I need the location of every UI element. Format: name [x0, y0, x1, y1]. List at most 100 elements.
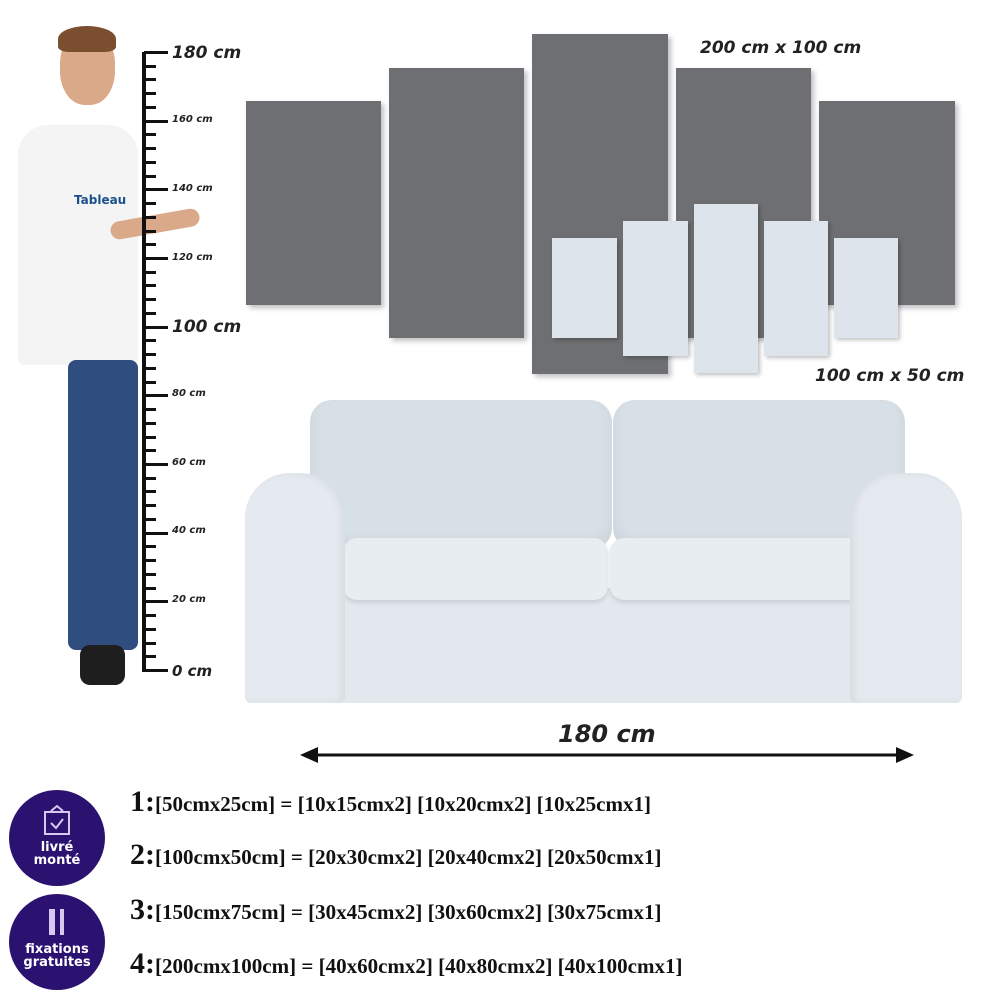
- ruler-tick: [144, 476, 156, 480]
- sofa: [245, 398, 963, 708]
- sofa-seat-cushion: [343, 538, 608, 600]
- ruler-tick: [144, 257, 168, 260]
- small-panel: [623, 221, 688, 356]
- person-shoes: [80, 645, 125, 685]
- ruler-tick: [144, 160, 156, 164]
- large-panel: [246, 101, 381, 305]
- ruler-tick: [144, 119, 168, 123]
- ruler-tick: [144, 517, 156, 521]
- ruler-tick: [144, 641, 156, 645]
- ruler-label: 180 cm: [172, 43, 242, 63]
- ruler-tick: [144, 92, 156, 96]
- shirt-logo: Tableau: [74, 193, 127, 207]
- ruler-tick: [144, 504, 156, 508]
- small-size-label: 100 cm x 50 cm: [815, 366, 965, 386]
- sofa-seat-cushion: [610, 538, 865, 600]
- size-text: [200cmx100cm] = [40x60cmx2] [40x80cmx2] …: [155, 954, 683, 978]
- size-option-2: 2:[100cmx50cm] = [20x30cmx2] [20x40cmx2]…: [130, 838, 661, 872]
- size-option-1: 1:[50cmx25cm] = [10x15cmx2] [10x20cmx2] …: [130, 785, 651, 819]
- ruler-tick: [144, 669, 168, 672]
- ruler-tick: [144, 627, 156, 631]
- ruler-tick: [144, 202, 156, 206]
- width-arrow: [300, 747, 914, 763]
- ruler-label: 120 cm: [172, 252, 213, 263]
- ruler-tick: [144, 78, 156, 82]
- person-hair: [58, 26, 116, 52]
- ruler-label: 20 cm: [172, 594, 206, 605]
- size-number: 1:: [130, 785, 155, 818]
- ruler-tick: [144, 147, 156, 151]
- small-panel: [834, 238, 898, 338]
- ruler-tick: [144, 394, 168, 398]
- ruler-tick: [144, 64, 156, 68]
- sofa-body: [265, 588, 945, 703]
- badge-delivered-mounted: livré monté: [9, 790, 105, 886]
- ruler-tick: [144, 243, 156, 247]
- ruler-tick: [144, 545, 156, 549]
- ruler-tick: [144, 366, 156, 370]
- sofa-arm-right: [850, 473, 962, 703]
- ruler-tick: [144, 51, 168, 54]
- size-text: [150cmx75cm] = [30x45cmx2] [30x60cmx2] […: [155, 900, 662, 924]
- ruler-tick: [144, 380, 156, 384]
- badge-text: monté: [33, 853, 81, 868]
- ruler-tick: [144, 229, 156, 233]
- ruler-label: 80 cm: [172, 388, 206, 399]
- ruler-tick: [144, 435, 156, 439]
- badge-free-fixings: fixations gratuites: [9, 894, 105, 990]
- sofa-width-label: 180 cm: [558, 720, 656, 748]
- ruler-label: 40 cm: [172, 525, 206, 536]
- small-panel: [764, 221, 828, 356]
- ruler-tick: [144, 490, 156, 494]
- ruler-tick: [144, 655, 156, 659]
- size-number: 3:: [130, 893, 155, 926]
- badge-text: fixations: [25, 942, 89, 957]
- large-size-label: 200 cm x 100 cm: [700, 38, 862, 58]
- ruler-tick: [144, 600, 168, 604]
- ruler-tick: [144, 339, 156, 343]
- ruler-tick: [144, 572, 156, 576]
- ruler-tick: [144, 408, 156, 412]
- ruler-tick: [144, 421, 156, 425]
- ruler-label: 100 cm: [172, 317, 242, 337]
- sofa-back-cushion: [310, 400, 612, 550]
- ruler-tick: [144, 586, 156, 590]
- screws-icon: [49, 909, 64, 935]
- ruler-tick: [144, 188, 168, 192]
- size-text: [100cmx50cm] = [20x30cmx2] [20x40cmx2] […: [155, 845, 662, 869]
- ruler-tick: [144, 174, 156, 178]
- height-ruler: [142, 52, 146, 672]
- person-shirt: [18, 125, 138, 365]
- ruler-tick: [144, 133, 156, 137]
- size-option-3: 3:[150cmx75cm] = [30x45cmx2] [30x60cmx2]…: [130, 893, 661, 927]
- person: Tableau: [0, 20, 201, 700]
- small-panel: [552, 238, 617, 338]
- ruler-tick: [144, 284, 156, 288]
- badge-text: livré: [40, 840, 74, 855]
- ruler-tick: [144, 531, 168, 535]
- person-jeans: [68, 360, 138, 650]
- ruler-tick: [144, 270, 156, 274]
- ruler-tick: [144, 298, 156, 302]
- ruler-label: 0 cm: [172, 662, 213, 680]
- ruler-tick: [144, 105, 156, 109]
- ruler-tick: [144, 614, 156, 618]
- ruler-label: 140 cm: [172, 183, 213, 194]
- size-text: [50cmx25cm] = [10x15cmx2] [10x20cmx2] [1…: [155, 792, 651, 816]
- ruler-tick: [144, 449, 156, 453]
- ruler-tick: [144, 215, 156, 219]
- ruler-tick: [144, 463, 168, 466]
- ruler-tick: [144, 311, 156, 315]
- small-panel: [694, 204, 758, 373]
- size-number: 2:: [130, 838, 155, 871]
- ruler-label: 160 cm: [172, 114, 213, 125]
- size-number: 4:: [130, 947, 155, 980]
- ruler-tick: [144, 559, 156, 563]
- badge-text: gratuites: [23, 955, 91, 970]
- ruler-label: 60 cm: [172, 457, 206, 468]
- size-option-4: 4:[200cmx100cm] = [40x60cmx2] [40x80cmx2…: [130, 947, 682, 981]
- large-panel: [389, 68, 524, 338]
- ruler-tick: [144, 353, 156, 357]
- sofa-arm-left: [245, 473, 345, 703]
- framed-check-icon: [44, 804, 70, 835]
